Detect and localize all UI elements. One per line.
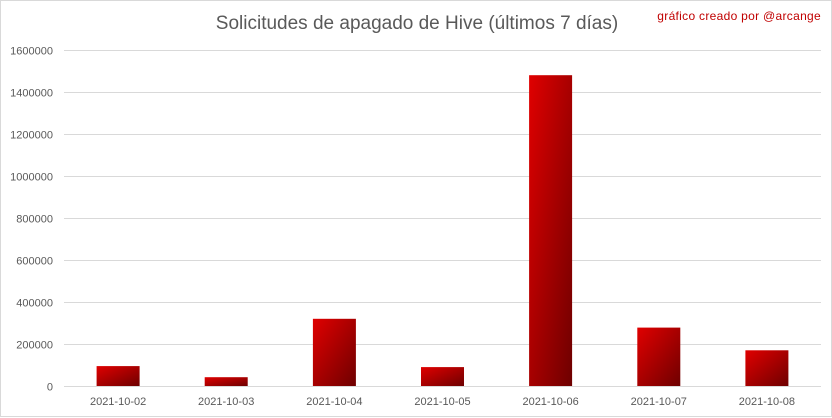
x-tick-label: 2021-10-06	[522, 396, 578, 408]
x-tick-label: 2021-10-03	[198, 396, 254, 408]
x-tick-label: 2021-10-04	[306, 396, 362, 408]
gridlines	[64, 50, 821, 387]
x-tick-label: 2021-10-02	[90, 396, 146, 408]
bar-2021-10-02	[96, 366, 140, 386]
y-tick-label: 1200000	[10, 130, 53, 142]
y-tick-label: 400000	[16, 298, 53, 310]
bar-2021-10-04	[312, 318, 356, 386]
bar-2021-10-07	[637, 327, 681, 386]
y-tick-label: 200000	[16, 340, 53, 352]
y-tick-label: 1000000	[10, 172, 53, 184]
bar-2021-10-08	[745, 350, 789, 386]
y-tick-label: 1600000	[10, 46, 53, 58]
bar-2021-10-06	[529, 75, 573, 386]
bar-2021-10-05	[421, 367, 464, 386]
y-tick-label: 600000	[16, 256, 53, 268]
bar-2021-10-03	[204, 377, 248, 386]
y-tick-label: 1400000	[10, 88, 53, 100]
x-tick-label: 2021-10-07	[631, 396, 687, 408]
bars	[96, 75, 789, 386]
y-tick-label: 0	[47, 382, 53, 394]
chart-credit: gráfico creado por @arcange	[657, 9, 821, 23]
chart-title: Solicitudes de apagado de Hive (últimos …	[215, 13, 619, 34]
y-axis-ticks: 0 200000 400000 600000 800000 1000000 1200000 1…	[10, 46, 53, 394]
x-tick-label: 2021-10-08	[739, 396, 795, 408]
x-tick-label: 2021-10-05	[414, 396, 470, 408]
x-axis-ticks: 2021-10-02 2021-10-03 2021-10-04 2021-10-05…	[90, 396, 795, 408]
y-tick-label: 800000	[16, 214, 53, 226]
